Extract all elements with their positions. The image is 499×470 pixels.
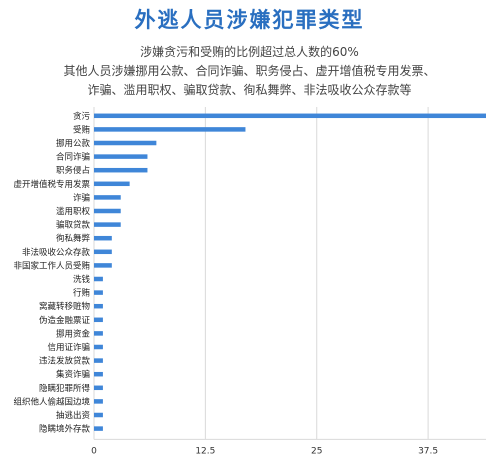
bar-6 xyxy=(94,195,121,200)
category-label-17: 信用证诈骗 xyxy=(47,342,90,353)
category-label-18: 违法发放贷款 xyxy=(39,356,91,367)
subtitle-line-3: 诈骗、滥用职权、骗取贷款、徇私舞弊、非法吸收公众存款等 xyxy=(87,83,412,97)
x-tick-label-0: 0 xyxy=(91,446,97,456)
bar-7 xyxy=(94,208,121,214)
x-tick-label-3: 37.5 xyxy=(418,446,438,456)
category-label-11: 非国家工作人员受贿 xyxy=(13,260,90,271)
bar-5 xyxy=(94,181,130,187)
category-label-10: 非法吸收公众存款 xyxy=(22,247,91,258)
bar-1 xyxy=(94,127,246,132)
category-label-2: 挪用公款 xyxy=(56,138,91,149)
category-label-1: 受贿 xyxy=(73,124,91,135)
category-label-8: 骗取贷款 xyxy=(56,220,91,231)
category-label-15: 伪造金融票证 xyxy=(39,315,91,326)
bar-9 xyxy=(94,235,112,241)
bar-17 xyxy=(94,344,103,350)
category-label-21: 组织他人偷越国边境 xyxy=(13,396,90,407)
category-label-13: 行贿 xyxy=(73,288,91,299)
category-label-3: 合同诈骗 xyxy=(56,152,90,163)
bar-8 xyxy=(94,222,121,227)
bar-23 xyxy=(94,426,103,431)
bar-13 xyxy=(94,290,103,295)
chart-title: 外逃人员涉嫌犯罪类型 xyxy=(134,7,365,32)
category-label-6: 诈骗 xyxy=(73,192,90,203)
bar-19 xyxy=(94,371,103,377)
category-label-4: 职务侵占 xyxy=(56,165,90,176)
category-label-12: 洗钱 xyxy=(73,274,91,285)
bar-3 xyxy=(94,154,148,159)
bar-18 xyxy=(94,358,103,363)
bar-11 xyxy=(94,263,112,268)
category-label-19: 集资诈骗 xyxy=(56,369,90,380)
category-label-9: 徇私舞弊 xyxy=(56,233,91,244)
subtitle-line-1: 涉嫌贪污和受贿的比例超过总人数的60% xyxy=(140,45,359,59)
category-label-0: 贪污 xyxy=(73,111,91,122)
category-label-20: 隐瞒犯罪所得 xyxy=(39,383,91,394)
category-label-22: 抽逃出资 xyxy=(56,410,91,421)
category-label-23: 隐瞒境外存款 xyxy=(39,424,91,435)
category-label-5: 虚开增值税专用发票 xyxy=(13,179,90,190)
subtitle-line-2: 其他人员涉嫌挪用公款、合同诈骗、职务侵占、虚开增值税专用发票、 xyxy=(63,64,436,78)
bar-10 xyxy=(94,249,112,255)
category-label-14: 窝藏转移赃物 xyxy=(39,301,91,312)
bar-20 xyxy=(94,385,103,391)
bar-0 xyxy=(94,113,486,119)
category-label-7: 滥用职权 xyxy=(56,206,91,217)
bar-15 xyxy=(94,317,103,323)
bar-21 xyxy=(94,399,103,404)
bar-2 xyxy=(94,140,157,146)
x-tick-label-2: 25 xyxy=(311,446,322,456)
bar-12 xyxy=(94,276,103,282)
category-label-16: 挪用资金 xyxy=(56,328,91,339)
bar-22 xyxy=(94,412,103,418)
x-tick-label-1: 12.5 xyxy=(195,446,215,456)
bar-16 xyxy=(94,331,103,336)
bar-14 xyxy=(94,303,103,309)
bar-4 xyxy=(94,167,148,173)
